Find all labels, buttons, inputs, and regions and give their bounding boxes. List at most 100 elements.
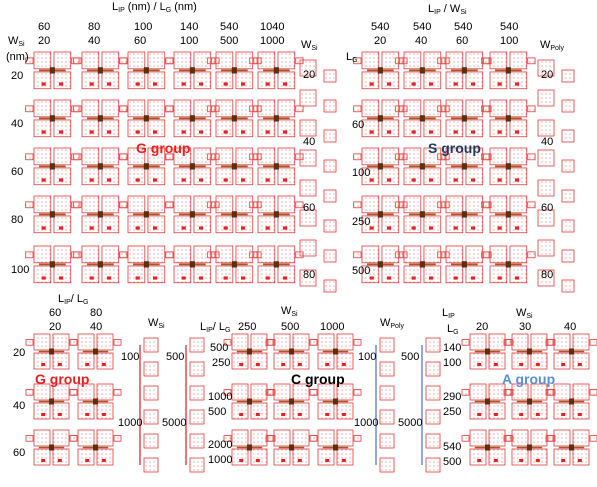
tr-device-cell [395,245,450,284]
gate-finger [189,163,195,170]
gate-finger [419,115,425,122]
contact-pad [423,71,442,90]
marker [198,82,204,86]
contact-pad [361,245,380,264]
contact-pad [537,179,555,197]
tl-device-cell [249,51,304,90]
tl-row-3: 60 [11,166,24,178]
contact-pad [53,99,72,118]
tr-side-cell [537,59,575,83]
gate-finger [569,444,574,451]
contact-pad [537,149,555,167]
marker [428,276,434,280]
tr-row-4: 500 [352,265,371,277]
contact-pad [299,59,317,77]
contact-pad [101,245,120,264]
contact-pad [503,389,512,396]
contact-pad [395,105,404,113]
contact-pad [81,71,100,90]
contact-pad [69,389,78,396]
bm-row-2: 250 [212,357,231,369]
contact-pad [257,265,276,284]
contact-pad [127,71,146,90]
contact-pad [143,361,159,377]
contact-pad [265,435,274,442]
contact-pad [425,361,441,377]
marker [470,226,476,230]
contact-pad [403,99,422,118]
contact-pad [215,215,234,234]
side-cell [379,361,395,377]
tl-device-cell [25,147,80,186]
contact-pad [127,167,146,186]
tr-col-lip-4: 540 [500,21,519,33]
marker [411,130,416,134]
gate-finger [97,115,103,122]
marker [89,226,94,230]
contact-pad [53,147,72,166]
contact-pad [73,57,82,65]
marker [497,226,502,230]
gate-finger [231,211,237,218]
contact-pad [530,352,548,370]
marker [181,276,186,280]
tl-side-cell [299,89,337,113]
contact-pad [511,429,529,447]
tl-side-3: 60 [303,202,316,214]
contact-pad [273,448,291,466]
bl-side-b2: 5000 [162,417,187,429]
contact-pad [101,167,120,186]
marker [265,178,270,182]
contact-pad [53,215,72,234]
contact-pad [488,352,506,370]
contact-pad [323,219,337,233]
contact-pad [553,383,571,401]
contact-pad [481,57,490,65]
contact-pad [509,71,528,90]
contact-pad [53,51,72,70]
gate-finger [273,211,279,218]
gate-finger [273,115,279,122]
contact-pad [481,153,490,161]
gate-finger [93,444,98,451]
bm-device-cell [309,429,362,466]
marker [386,178,392,182]
marker [223,82,228,86]
marker [89,178,94,182]
contact-pad [445,245,464,264]
contact-pad [353,57,362,65]
gate-finger [49,348,54,355]
tl-device-cell [119,147,174,186]
gate-finger [49,67,55,74]
contact-pad [572,333,590,351]
side-cell [425,337,441,353]
contact-pad [257,147,276,166]
contact-pad [572,383,590,401]
tl-col-lip-3: 100 [134,21,153,33]
contact-pad [143,337,159,353]
marker [101,459,106,462]
gate-finger [505,115,511,122]
side-cell [143,385,159,401]
marker [561,459,566,462]
contact-pad [489,245,508,264]
contact-pad [381,215,400,234]
contact-pad [81,245,100,264]
contact-pad [147,147,166,166]
contact-pad [193,215,212,234]
contact-pad [273,383,291,401]
contact-pad [379,337,395,353]
contact-pad [561,99,575,113]
contact-pad [553,333,571,351]
marker [535,413,540,416]
contact-pad [379,457,395,473]
contact-pad [173,245,192,264]
contact-pad [52,448,70,466]
contact-pad [323,279,337,293]
contact-pad [113,435,122,442]
contact-pad [489,51,508,70]
marker [428,226,434,230]
contact-pad [173,147,192,166]
contact-pad [537,209,555,227]
